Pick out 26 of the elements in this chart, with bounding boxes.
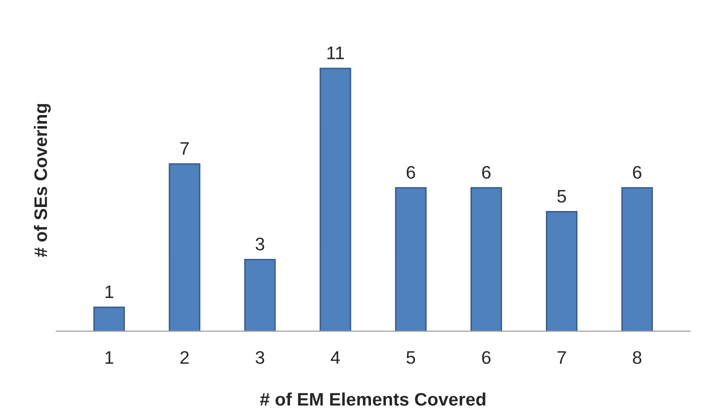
bar	[621, 187, 653, 332]
x-tick-label: 8	[632, 351, 642, 364]
data-label: 11	[327, 46, 344, 60]
bar	[93, 306, 125, 332]
data-label: 6	[633, 166, 642, 179]
x-tick-label: 2	[180, 351, 189, 364]
bar	[395, 187, 427, 332]
bar	[470, 187, 502, 332]
bar	[320, 68, 352, 332]
bar	[244, 258, 276, 332]
x-tick-label: 3	[256, 351, 264, 364]
data-label: 5	[557, 190, 566, 203]
x-axis-title: # of EM Elements Covered	[260, 392, 486, 406]
x-tick-label: 1	[105, 351, 114, 364]
data-label: 6	[482, 166, 490, 179]
x-tick-label: 5	[406, 351, 416, 364]
bar	[546, 211, 578, 332]
y-axis-title: # of SEs Covering	[34, 104, 51, 258]
data-label: 6	[406, 166, 416, 179]
bar	[168, 163, 200, 332]
x-tick-label: 4	[330, 351, 340, 364]
x-tick-label: 6	[482, 351, 490, 364]
data-label: 1	[105, 286, 114, 298]
x-tick-label: 7	[558, 351, 566, 364]
data-label: 7	[180, 142, 189, 155]
data-label: 3	[256, 238, 264, 250]
